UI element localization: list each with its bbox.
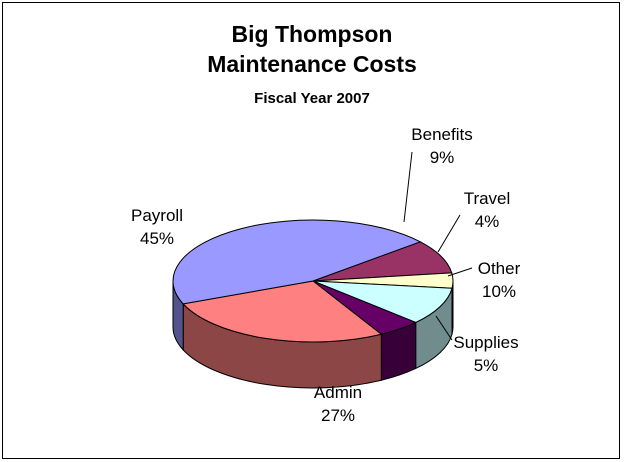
slice-label-benefits: Benefits [411, 125, 472, 144]
slice-percent-supplies: 5% [474, 356, 499, 375]
slice-payroll [172, 219, 422, 305]
chart-title-line2: Maintenance Costs [207, 51, 417, 77]
leader-line-supplies [435, 315, 453, 341]
slice-other [312, 280, 453, 323]
slice-label-admin: Admin [314, 383, 362, 402]
slice-percent-benefits: 9% [430, 148, 455, 167]
chart-title: Big Thompson [231, 21, 393, 47]
slice-percent-payroll: 45% [140, 229, 174, 248]
leader-line-benefits [403, 151, 413, 223]
slice-percent-travel: 4% [475, 212, 500, 231]
slice-label-supplies: Supplies [453, 333, 518, 352]
slice-label-payroll: Payroll [131, 206, 183, 225]
chart-subtitle: Fiscal Year 2007 [254, 90, 370, 107]
slice-percent-admin: 27% [321, 406, 355, 425]
leader-line-travel [437, 214, 461, 253]
leader-line-other [447, 267, 473, 277]
slice-benefits [312, 241, 453, 282]
slice-label-travel: Travel [464, 189, 511, 208]
slice-label-other: Other [478, 259, 521, 278]
slice-admin [182, 280, 383, 343]
slice-percent-other: 10% [482, 282, 516, 301]
